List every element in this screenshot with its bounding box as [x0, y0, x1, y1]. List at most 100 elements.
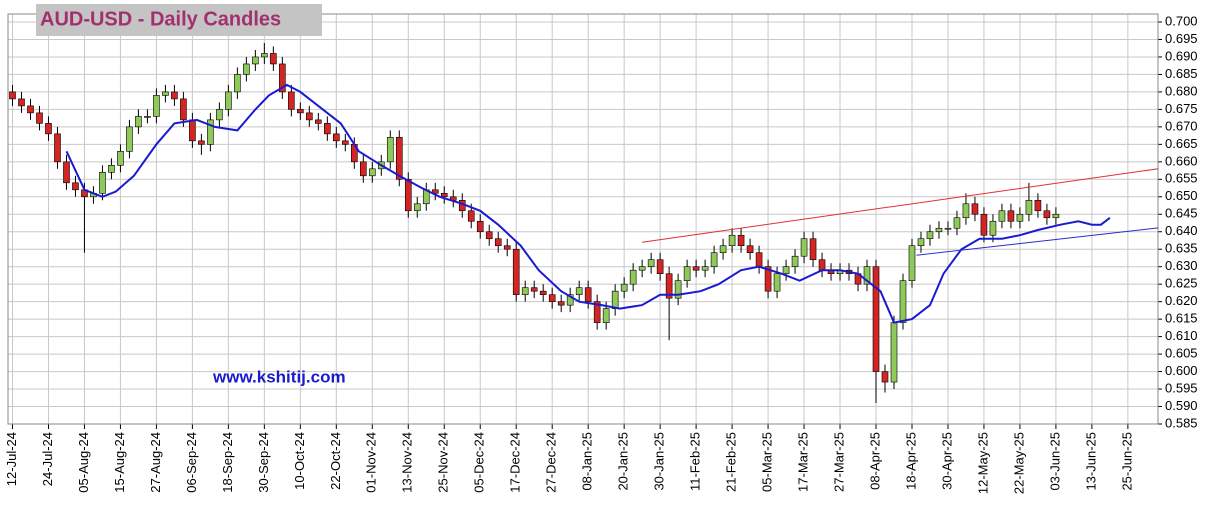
candle-body: [728, 234, 736, 247]
candle-body: [117, 151, 124, 166]
x-tick-label: 05-Mar-25: [760, 432, 775, 492]
candle-body: [683, 266, 691, 281]
candle-body: [315, 119, 322, 124]
x-tick-label: 18-Apr-25: [903, 432, 918, 490]
x-tick-label: 01-Nov-24: [364, 432, 379, 493]
candle-body: [629, 269, 637, 285]
candle-body: [503, 245, 511, 250]
x-tick-label: 27-Aug-24: [148, 432, 163, 493]
candle-body: [611, 290, 619, 309]
candle-body: [72, 182, 79, 191]
candle-body: [9, 91, 16, 100]
candle-body: [485, 231, 493, 240]
candle-body: [746, 245, 754, 254]
candle-body: [953, 217, 961, 229]
candle-body: [386, 137, 394, 163]
candle-body: [368, 168, 376, 177]
x-tick-label: 20-Jan-25: [616, 432, 631, 491]
candle-body: [1052, 213, 1060, 219]
x-tick-label: 17-Dec-24: [508, 432, 523, 493]
x-tick-label: 25-Nov-24: [436, 432, 451, 493]
x-tick-label: 12-Jul-24: [4, 432, 19, 486]
candle-body: [144, 116, 151, 118]
x-tick-label: 21-Feb-25: [724, 432, 739, 492]
candle-body: [782, 266, 790, 274]
y-tick-label: 0.645: [1165, 206, 1198, 221]
x-tick-label: 13-Jun-25: [1083, 432, 1098, 491]
chart-title: AUD-USD - Daily Candles: [40, 8, 281, 30]
candle-body: [225, 91, 232, 110]
x-tick-label: 25-Jun-25: [1119, 432, 1134, 491]
candle-body: [45, 123, 52, 135]
candle-body: [764, 266, 772, 292]
candle-body: [153, 95, 160, 117]
candle-body: [998, 210, 1006, 222]
candle-body: [773, 273, 781, 292]
candle-body: [512, 248, 520, 295]
candle-body: [171, 91, 178, 100]
candle-body: [521, 287, 529, 295]
candle-body: [539, 290, 547, 295]
candle-body: [656, 259, 664, 274]
candle-body: [18, 98, 25, 107]
candle-body: [980, 213, 988, 236]
candle-body: [890, 322, 898, 383]
plot-frame: [7, 13, 1159, 425]
candle-body: [908, 245, 916, 281]
candle-body: [413, 203, 421, 212]
candle-body: [234, 74, 241, 93]
y-tick-label: 0.635: [1165, 241, 1198, 256]
y-tick-label: 0.685: [1165, 66, 1198, 81]
candle-body: [584, 287, 592, 302]
y-tick-label: 0.675: [1165, 101, 1198, 116]
candle-body: [189, 119, 196, 142]
candle-body: [476, 220, 484, 233]
candle-body: [27, 105, 34, 114]
candle-body: [674, 280, 682, 299]
x-tick-label: 27-Dec-24: [544, 432, 559, 493]
candle-body: [270, 53, 277, 65]
candle-body: [566, 294, 574, 306]
y-tick-label: 0.650: [1165, 188, 1198, 203]
grid: [7, 13, 1162, 429]
candle-body: [593, 301, 601, 323]
candle-body: [162, 91, 169, 96]
y-tick-label: 0.630: [1165, 258, 1198, 273]
candle-body: [261, 53, 268, 58]
candle-body: [989, 220, 997, 236]
candle-body: [431, 189, 439, 194]
y-tick-label: 0.595: [1165, 380, 1198, 395]
candle-body: [395, 137, 403, 180]
x-tick-label: 06-Sep-24: [184, 432, 199, 493]
y-tick-label: 0.585: [1165, 415, 1198, 430]
candle-body: [962, 203, 970, 219]
candle-body: [1043, 210, 1051, 219]
candle-body: [198, 140, 205, 145]
candle-body: [863, 266, 871, 285]
y-tick-label: 0.665: [1165, 136, 1198, 151]
candle-body: [602, 308, 610, 323]
candle-body: [548, 294, 556, 302]
y-tick-label: 0.600: [1165, 363, 1198, 378]
candle-body: [54, 133, 61, 163]
y-tick-label: 0.615: [1165, 311, 1198, 326]
candle-body: [971, 203, 979, 215]
candle-body: [737, 234, 745, 247]
candle-body: [575, 287, 583, 295]
candle-body: [180, 98, 187, 121]
candle-body: [791, 255, 799, 267]
x-tick-label: 27-Mar-25: [831, 432, 846, 492]
candle-body: [288, 91, 295, 110]
x-tick-label: 13-Nov-24: [400, 432, 415, 493]
candle-body: [324, 123, 331, 135]
candle-body: [467, 210, 475, 222]
x-tick-label: 22-Oct-24: [328, 432, 343, 490]
line: [916, 227, 1159, 256]
candle-body: [108, 165, 115, 173]
x-tick-label: 03-Jun-25: [1047, 432, 1062, 491]
candle-body: [126, 126, 133, 152]
x-tick-label: 24-Jul-24: [40, 432, 55, 486]
y-tick-label: 0.690: [1165, 48, 1198, 63]
candle-body: [135, 116, 142, 128]
